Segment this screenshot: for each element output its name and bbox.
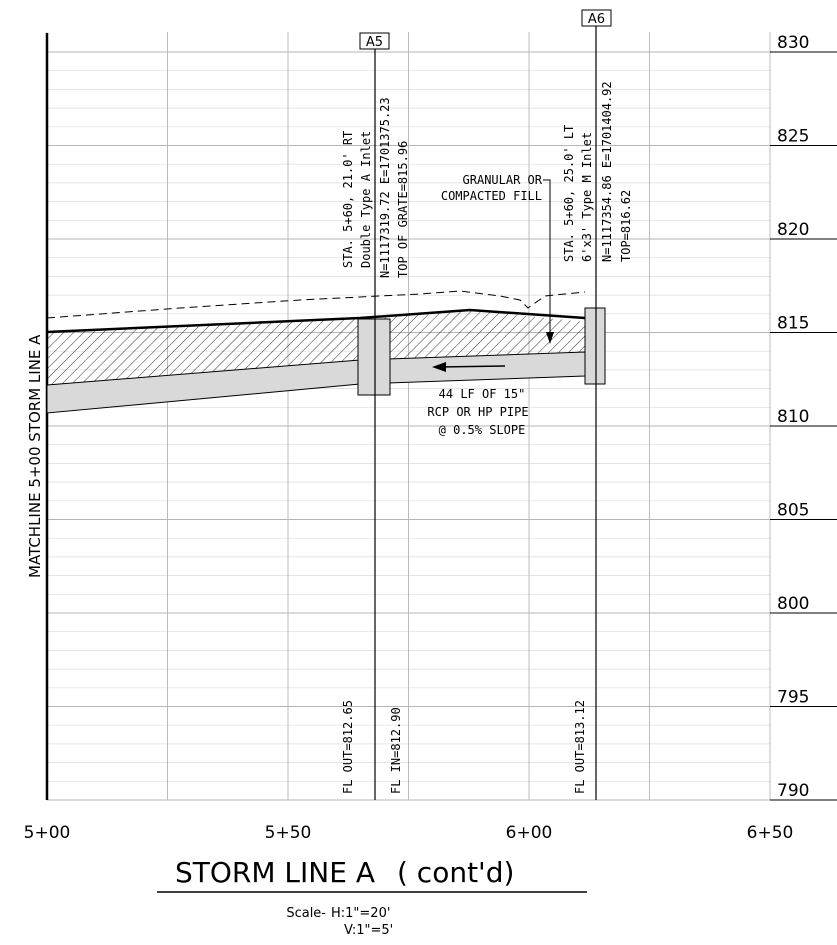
a6-fl-out: FL OUT=813.12 xyxy=(573,700,587,794)
fill-note-line-2: COMPACTED FILL xyxy=(441,189,542,203)
a5-note-line-3: N=1117319.72 E=1701375.23 xyxy=(378,97,392,278)
a5-tag: A5 xyxy=(366,35,383,50)
station-label: 6+00 xyxy=(506,823,553,843)
a6-notes: STA. 5+60, 25.0' LT 6'x3' Type M Inlet N… xyxy=(562,81,633,794)
profile-grid xyxy=(46,32,771,801)
pipe-note-line-3: @ 0.5% SLOPE xyxy=(439,423,526,437)
a6-tag: A6 xyxy=(588,12,605,27)
matchline-label: MATCHLINE 5+00 STORM LINE A xyxy=(26,334,44,578)
a5-note-line-4: TOP OF GRATE=815.96 xyxy=(396,141,410,278)
fill-note: GRANULAR OR COMPACTED FILL xyxy=(441,173,554,344)
scale-vertical: V:1"=5' xyxy=(344,923,393,938)
a6-tag-box xyxy=(581,9,612,27)
title-block: STORM LINE A( cont'd) Scale- H:1"=20' V:… xyxy=(157,856,587,938)
a6-note-line-2: 6'x3' Type M Inlet xyxy=(580,132,594,262)
elevation-label: 800 xyxy=(777,594,809,614)
elevation-label: 825 xyxy=(777,127,809,147)
station-label: 5+00 xyxy=(24,823,71,843)
a6-note-line-3: N=1117354.86 E=1701404.92 xyxy=(600,81,614,262)
elevation-ticks xyxy=(770,51,837,801)
pipe-note-line-1: 44 LF OF 15" xyxy=(439,387,526,401)
pipe-note: 44 LF OF 15" RCP OR HP PIPE @ 0.5% SLOPE xyxy=(427,387,528,437)
fill-note-leader xyxy=(543,179,551,340)
scale-label: Scale- xyxy=(286,906,326,921)
station-labels: 5+00 5+50 6+00 6+50 xyxy=(24,823,794,843)
scale-horizontal: H:1"=20' xyxy=(331,906,390,921)
fill-note-arrowhead xyxy=(546,332,554,344)
elevation-label: 795 xyxy=(777,688,809,708)
elevation-label: 830 xyxy=(777,33,809,53)
drawing-title: STORM LINE A( cont'd) xyxy=(175,856,514,889)
a5-notes: STA. 5+60, 21.0' RT Double Type A Inlet … xyxy=(341,97,410,794)
structure-a6: A6 xyxy=(581,9,612,800)
hatched-fill-area xyxy=(47,310,585,385)
flow-arrow xyxy=(432,362,506,372)
elevation-label: 815 xyxy=(777,314,809,334)
elevation-label: 820 xyxy=(777,220,809,240)
elevation-label: 810 xyxy=(777,407,809,427)
a5-fl-out: FL OUT=812.65 xyxy=(341,700,355,794)
station-label: 6+50 xyxy=(747,823,794,843)
finished-grade-line xyxy=(46,308,586,334)
a6-note-line-1: STA. 5+60, 25.0' LT xyxy=(562,125,576,262)
a6-note-line-4: TOP=816.62 xyxy=(619,190,633,262)
structure-a5: A5 xyxy=(357,32,391,800)
fill-note-line-1: GRANULAR OR xyxy=(463,173,543,187)
station-label: 5+50 xyxy=(265,823,312,843)
existing-ground-line xyxy=(46,290,586,319)
elevation-label: 805 xyxy=(777,501,809,521)
a5-note-line-1: STA. 5+60, 21.0' RT xyxy=(341,131,355,268)
elevation-label: 790 xyxy=(777,781,809,801)
a5-fl-in: FL IN=812.90 xyxy=(389,707,403,794)
pipe-note-line-2: RCP OR HP PIPE xyxy=(427,405,528,419)
a5-tag-box xyxy=(359,32,390,50)
elevation-labels: 830 825 820 815 810 805 800 795 790 xyxy=(777,33,809,801)
a5-note-line-2: Double Type A Inlet xyxy=(359,131,373,268)
